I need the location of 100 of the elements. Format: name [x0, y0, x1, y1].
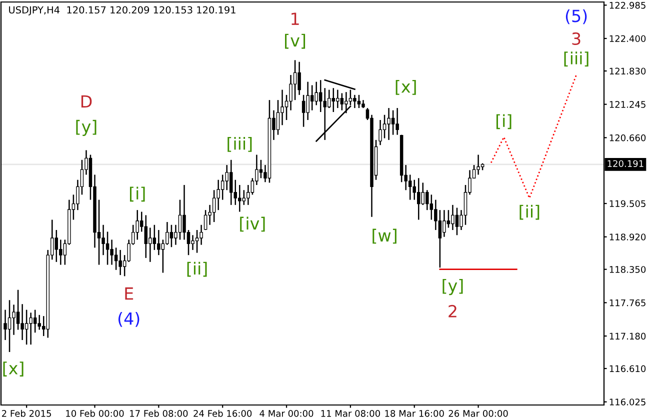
x-tick-label: 10 Feb 00:00	[66, 410, 124, 417]
candlestick	[38, 314, 41, 330]
y-tick-label: 119.505	[610, 200, 646, 208]
candlestick	[4, 309, 7, 341]
candlestick	[387, 107, 390, 141]
candlestick	[476, 154, 480, 176]
candlestick	[170, 224, 174, 248]
annotation: [iii]	[564, 52, 588, 66]
annotation: [ii]	[187, 262, 207, 277]
candlestick	[378, 119, 382, 146]
y-tick-label: 122.985	[610, 2, 646, 9]
x-tick-label: 11 Mar 08:00	[321, 410, 380, 417]
line-series	[490, 74, 577, 199]
annotation: [iii]	[228, 137, 252, 152]
candlestick	[455, 207, 459, 236]
annotation: [ii]	[520, 204, 540, 220]
candlestick	[20, 303, 24, 341]
candlestick	[353, 94, 356, 109]
y-tick-label: 116.025	[610, 398, 646, 406]
y-tick-label: 118.350	[610, 266, 646, 273]
candlestick	[191, 234, 194, 251]
candlestick	[306, 81, 310, 121]
candlestick	[314, 81, 318, 106]
x-tick-label: 26 Mar 00:00	[448, 410, 508, 417]
candlestick	[195, 229, 199, 254]
candlestick	[33, 309, 37, 334]
candlestick	[8, 299, 12, 353]
annotation: 3	[572, 32, 580, 46]
annotation: E	[125, 287, 134, 300]
candlestick	[289, 74, 292, 111]
candlestick	[302, 94, 306, 128]
chart-title: USDJPY,H4 120.157 120.209 120.153 120.191	[9, 6, 236, 16]
candlestick	[178, 199, 182, 240]
candlestick	[446, 209, 450, 228]
candlestick	[259, 159, 263, 179]
candlestick	[276, 99, 280, 136]
candlestick	[426, 189, 429, 211]
candlestick	[59, 239, 62, 266]
y-tick-label: 117.765	[610, 299, 646, 306]
candlestick	[280, 89, 284, 126]
x-tick-label: 18 Mar 16:00	[385, 410, 444, 417]
candlestick	[336, 89, 340, 109]
annotation: [v]	[285, 34, 306, 49]
candlestick	[16, 289, 20, 330]
candlestick	[246, 184, 250, 206]
candlestick	[242, 189, 246, 206]
annotation: 1	[292, 12, 299, 25]
annotation: [iv]	[240, 216, 265, 232]
candlestick	[340, 92, 344, 111]
candlestick	[357, 94, 361, 109]
x-tick-label: 17 Feb 08:00	[130, 410, 188, 417]
candlestick	[114, 247, 118, 271]
candlestick	[451, 204, 454, 231]
x-tick-label: 24 Feb 16:00	[194, 410, 252, 417]
candlestick	[200, 224, 203, 246]
candlestick	[396, 107, 399, 136]
candlestick	[204, 209, 208, 231]
candlestick	[29, 312, 32, 346]
candlestick	[212, 189, 216, 223]
candlestick	[144, 214, 148, 259]
y-tick-label: 118.920	[610, 234, 646, 240]
candlestick	[416, 178, 420, 220]
candlestick	[152, 224, 156, 251]
candlestick	[12, 304, 16, 336]
candlestick	[110, 239, 114, 266]
y-tick-label: 116.610	[610, 365, 646, 372]
annotation: 2	[448, 304, 456, 318]
candlestick	[238, 184, 242, 212]
y-tick-label: 117.180	[610, 332, 646, 340]
candlestick	[408, 174, 412, 200]
candlestick	[102, 224, 105, 256]
candlestick	[442, 209, 446, 238]
annotation: [i]	[130, 186, 145, 202]
candlestick	[118, 249, 122, 276]
ref-line-label: 120.191	[608, 160, 644, 168]
x-tick-label: 2 Feb 2015	[2, 410, 51, 417]
annotation: (4)	[118, 312, 140, 327]
candlestick	[148, 227, 152, 263]
candlestick	[54, 229, 58, 263]
annotation: [y]	[442, 278, 463, 296]
candlestick	[310, 84, 314, 111]
annotation: [y]	[76, 120, 96, 136]
candlestick	[182, 184, 186, 240]
x-tick-label: 4 Mar 00:00	[260, 410, 314, 417]
y-tick-label: 121.245	[610, 101, 646, 108]
candlestick	[216, 179, 220, 211]
candlestick	[318, 79, 322, 113]
annotation: D	[81, 95, 92, 108]
candlestick	[391, 110, 395, 136]
candlestick	[293, 60, 297, 101]
annotation: [x]	[396, 80, 416, 95]
candlestick	[438, 209, 442, 268]
y-tick-label: 122.400	[610, 35, 646, 42]
candlestick	[220, 174, 224, 200]
candlestick	[382, 114, 386, 139]
candlestick	[229, 159, 233, 206]
candlestick	[225, 164, 228, 191]
candlestick	[166, 221, 169, 246]
candlestick	[332, 87, 336, 113]
candlestick	[24, 309, 28, 346]
